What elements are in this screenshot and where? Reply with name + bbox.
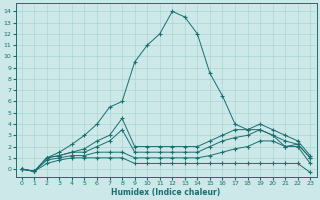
X-axis label: Humidex (Indice chaleur): Humidex (Indice chaleur)	[111, 188, 221, 197]
